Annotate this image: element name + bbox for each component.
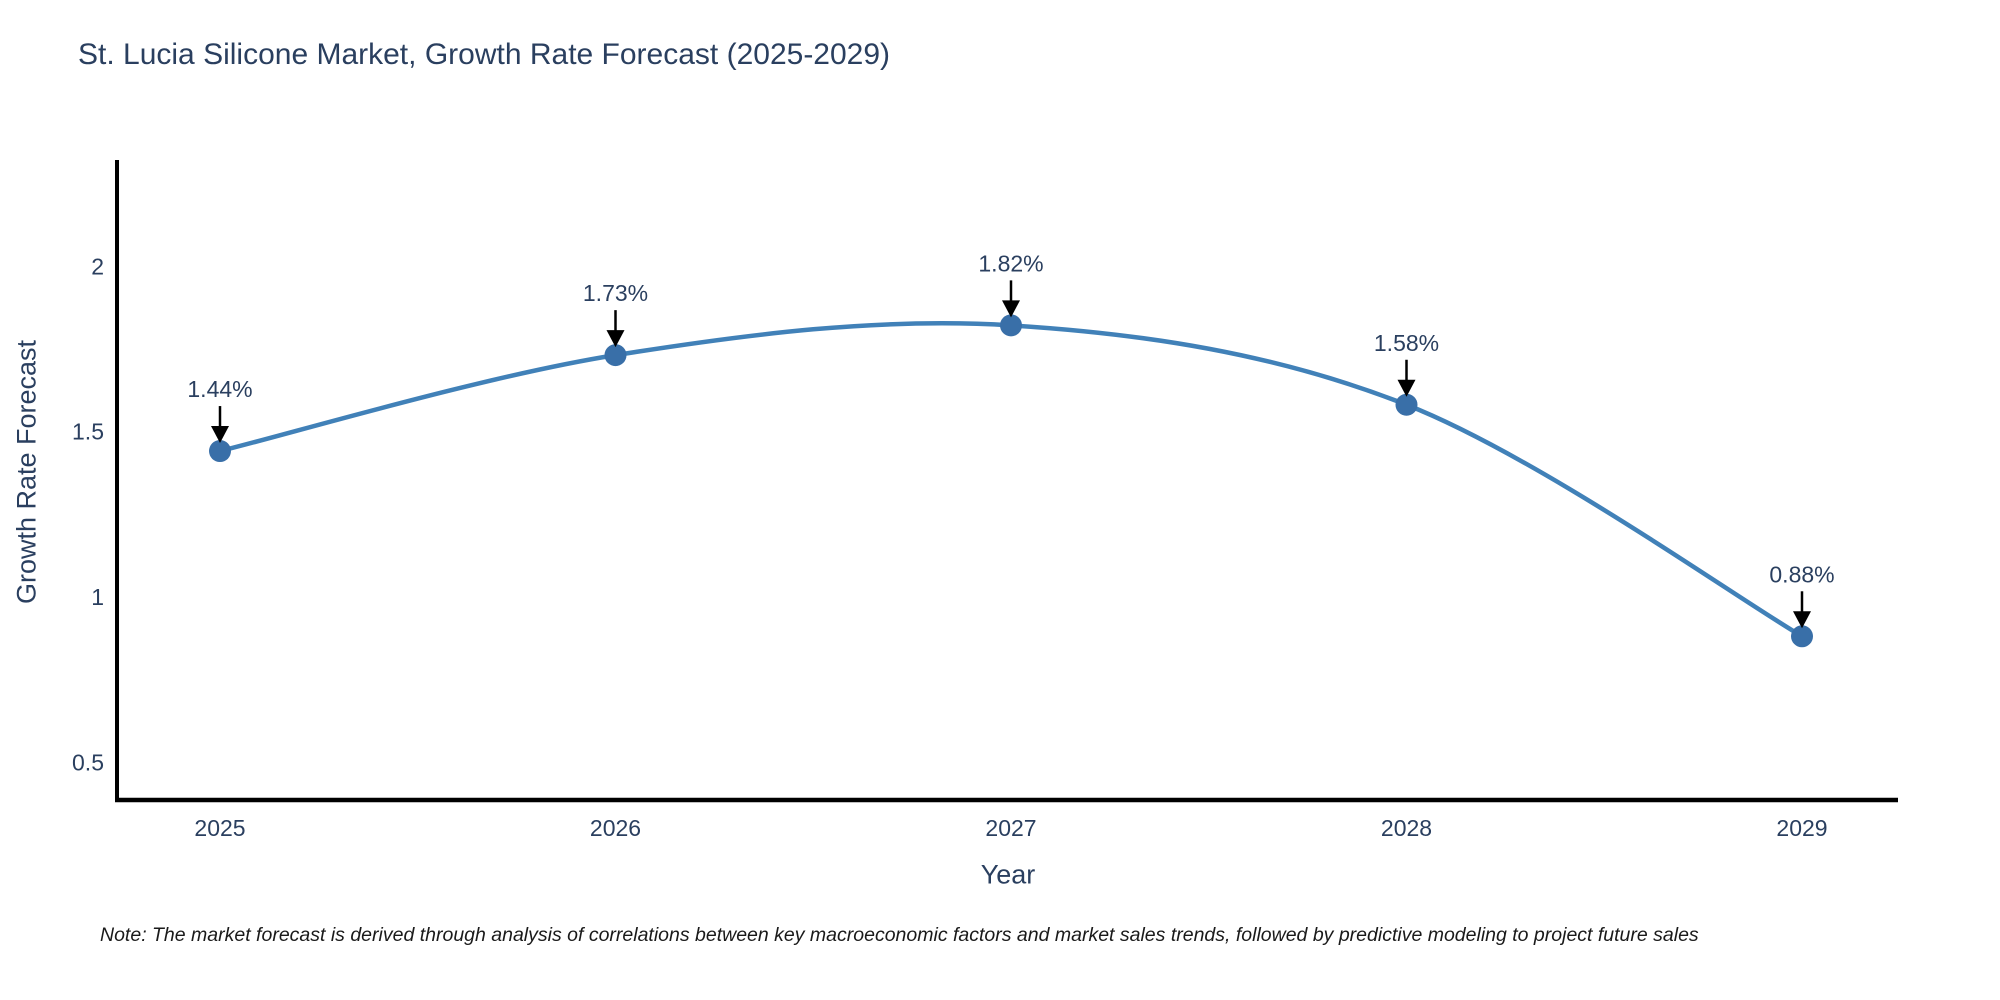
x-tick-label: 2026: [590, 815, 641, 841]
y-tick-label: 0.5: [72, 749, 104, 775]
point-value-label: 0.88%: [1769, 561, 1834, 587]
forecast-line: [217, 321, 1805, 639]
annotation-arrowhead: [1793, 611, 1811, 629]
point-value-label: 1.44%: [187, 376, 252, 402]
annotation-arrowhead: [211, 426, 229, 444]
annotation-arrowhead: [606, 330, 625, 348]
x-axis-title: Year: [980, 859, 1036, 890]
point-value-label: 1.73%: [583, 280, 648, 306]
point-value-label: 1.58%: [1374, 330, 1439, 356]
data-point-2026: [604, 344, 627, 367]
chart-title: St. Lucia Silicone Market, Growth Rate F…: [78, 38, 891, 71]
point-value-label: 1.82%: [978, 250, 1043, 276]
annotation-arrowhead: [1397, 379, 1416, 397]
x-tick-label: 2028: [1381, 815, 1432, 841]
annotation-arrowhead: [1002, 300, 1020, 318]
data-point-2029: [1791, 625, 1813, 648]
x-tick-label: 2025: [194, 815, 245, 841]
y-tick-label: 1.5: [72, 419, 104, 445]
x-tick-label: 2027: [985, 815, 1036, 841]
footnote-text: Note: The market forecast is derived thr…: [100, 924, 1699, 946]
y-tick-label: 2: [91, 253, 104, 279]
y-tick-label: 1: [91, 584, 104, 610]
data-point-2028: [1395, 393, 1418, 416]
data-point-2027: [1000, 314, 1022, 337]
x-tick-label: 2029: [1776, 815, 1827, 841]
data-point-2025: [209, 440, 231, 463]
